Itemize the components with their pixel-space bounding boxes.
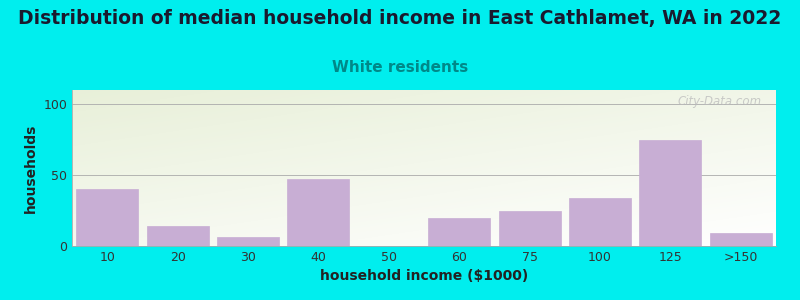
Bar [569, 198, 631, 246]
Bar [498, 211, 561, 246]
Text: City-Data.com: City-Data.com [678, 95, 762, 108]
X-axis label: household income ($1000): household income ($1000) [320, 269, 528, 284]
Bar [428, 218, 490, 246]
Bar [287, 179, 350, 246]
Y-axis label: households: households [24, 123, 38, 213]
Text: White residents: White residents [332, 60, 468, 75]
Text: Distribution of median household income in East Cathlamet, WA in 2022: Distribution of median household income … [18, 9, 782, 28]
Bar [76, 189, 138, 246]
Bar [217, 238, 279, 246]
Bar [710, 233, 772, 246]
Bar [639, 140, 702, 246]
Bar [146, 226, 209, 246]
